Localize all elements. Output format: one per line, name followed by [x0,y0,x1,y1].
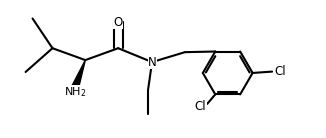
Text: N: N [148,56,156,69]
Text: Cl: Cl [274,65,286,78]
Text: Cl: Cl [195,100,206,113]
Text: O: O [113,16,123,29]
Text: NH$_2$: NH$_2$ [64,85,87,99]
Polygon shape [72,60,85,87]
